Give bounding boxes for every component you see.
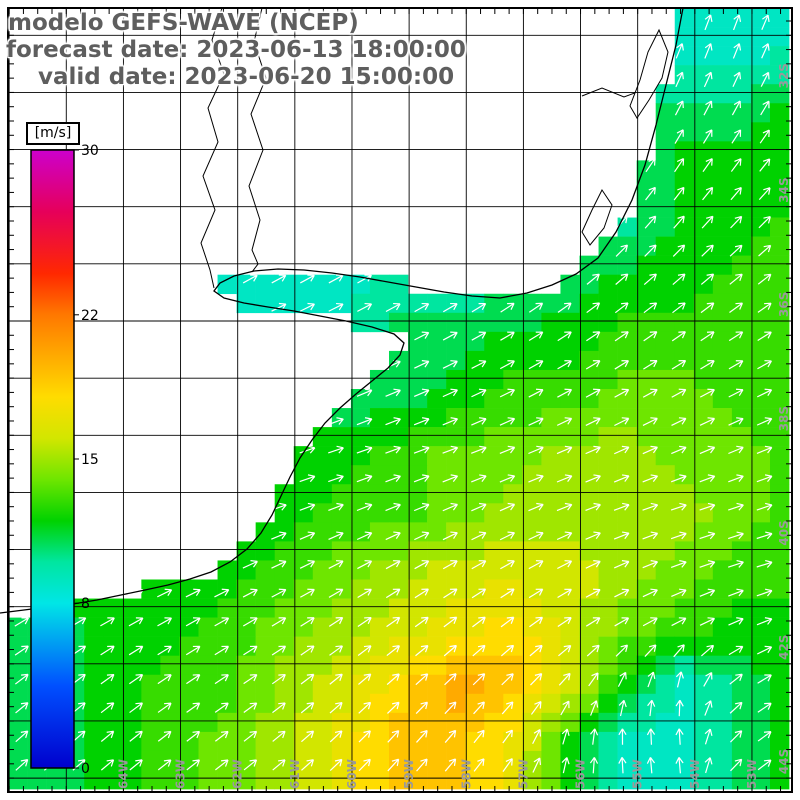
river-line bbox=[248, 7, 267, 273]
wind-arrows bbox=[14, 14, 773, 774]
y-axis-label: 42S bbox=[777, 635, 791, 660]
y-axis-label: 38S bbox=[777, 406, 791, 431]
map-border bbox=[7, 7, 793, 793]
colorbar-unit-label: [m/s] bbox=[26, 122, 80, 145]
valid-date-line: valid date: 2023-06-20 15:00:00 bbox=[38, 64, 455, 90]
wave-speed-field bbox=[8, 8, 790, 790]
x-axis-label: 54W bbox=[688, 759, 702, 789]
y-axis-label: 36S bbox=[777, 292, 791, 317]
x-axis-label: 61W bbox=[288, 759, 302, 789]
grid-lines bbox=[8, 8, 792, 792]
y-axis-label: 32S bbox=[777, 63, 791, 88]
colorbar-tick-label: 30 bbox=[81, 143, 99, 159]
river-line bbox=[200, 7, 225, 289]
y-axis-label: 34S bbox=[777, 177, 791, 202]
x-axis-label: 58W bbox=[459, 759, 473, 789]
lagoon-outline bbox=[581, 189, 613, 246]
y-axis-labels: 32S 34S 36S 38S 40S 42S 44S bbox=[777, 63, 791, 774]
x-axis-label: 59W bbox=[402, 759, 416, 789]
colorbar-tick-label: 15 bbox=[81, 452, 99, 468]
x-axis-label: 56W bbox=[574, 759, 588, 789]
colorbar-tick-label: 22 bbox=[81, 308, 99, 324]
land-features bbox=[0, 7, 684, 614]
colorbar-tick-label: 0 bbox=[81, 761, 90, 777]
x-axis-labels: 64W 63W 62W 61W 60W 59W 58W 57W 56W 55W 54W 53W bbox=[116, 759, 759, 789]
x-axis-label: 63W bbox=[174, 759, 188, 789]
lagoon-outline bbox=[629, 28, 669, 119]
x-axis-label: 62W bbox=[231, 759, 245, 789]
x-axis-label: 64W bbox=[116, 759, 130, 789]
forecast-date-line: forecast date: 2023-06-13 18:00:00 bbox=[6, 37, 466, 63]
x-axis-label: 60W bbox=[345, 759, 359, 789]
y-axis-label: 40S bbox=[777, 520, 791, 545]
colorbar: 30 22 15 8 0 bbox=[30, 143, 99, 777]
model-name-title: modelo GEFS-WAVE (NCEP) bbox=[8, 10, 359, 36]
x-axis-label: 53W bbox=[745, 759, 759, 789]
colorbar-tick-label: 8 bbox=[81, 596, 90, 612]
x-axis-label: 55W bbox=[631, 759, 645, 789]
colorbar-gradient bbox=[30, 149, 75, 769]
y-axis-label: 44S bbox=[777, 749, 791, 774]
x-axis-label: 57W bbox=[516, 759, 530, 789]
coastline bbox=[0, 7, 684, 614]
